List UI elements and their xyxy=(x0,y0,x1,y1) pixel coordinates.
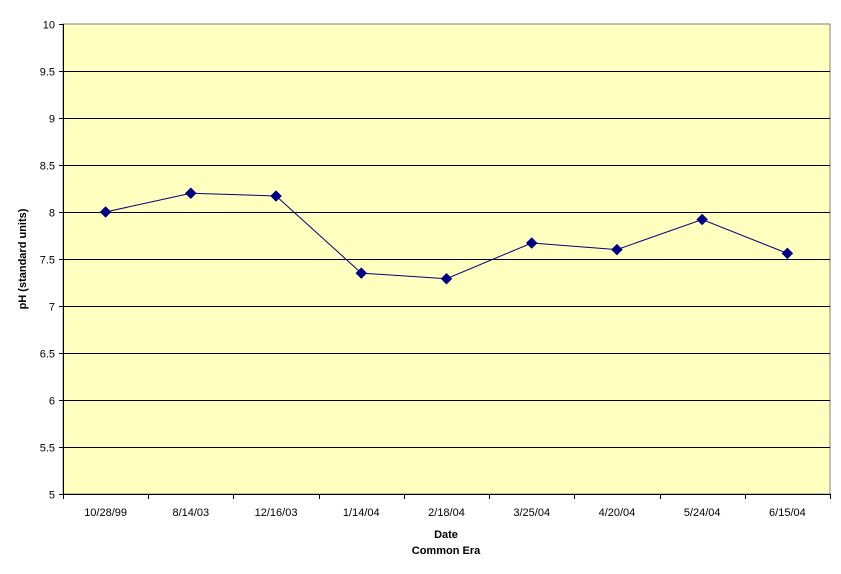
x-tick-label: 2/18/04 xyxy=(428,507,465,519)
x-tick-label: 8/14/03 xyxy=(172,507,209,519)
y-tick-label: 10 xyxy=(43,20,55,32)
y-axis-ticks: 5 5.5 6 6.5 7 7.5 8 8.5 9 9.5 10 xyxy=(40,20,63,502)
x-tick-label: 4/20/04 xyxy=(599,507,636,519)
y-tick-label: 7.5 xyxy=(40,255,55,267)
x-axis-title: Date xyxy=(434,529,458,541)
data-point-marker xyxy=(184,187,197,200)
x-tick-label: 6/15/04 xyxy=(769,507,806,519)
y-tick-label: 9.5 xyxy=(40,67,55,79)
x-axis-subtitle: Common Era xyxy=(412,545,481,557)
y-axis-title: pH (standard units) xyxy=(17,208,29,309)
y-tick-label: 5 xyxy=(49,490,55,502)
x-tick-label: 3/25/04 xyxy=(513,507,550,519)
y-tick-label: 7 xyxy=(49,302,55,314)
data-point-marker xyxy=(440,272,453,285)
data-point-marker xyxy=(270,190,282,202)
x-tick-label: 1/14/04 xyxy=(343,507,380,519)
data-point-marker xyxy=(525,237,538,249)
data-point-marker xyxy=(696,213,709,226)
y-tick-label: 5.5 xyxy=(40,443,55,455)
y-tick-label: 6 xyxy=(49,396,55,408)
series-ph xyxy=(99,187,794,285)
gridlines xyxy=(63,24,830,495)
y-tick-label: 6.5 xyxy=(40,349,55,361)
data-point-marker xyxy=(781,247,794,260)
data-point-marker xyxy=(355,267,368,279)
y-tick-label: 8 xyxy=(49,208,55,220)
y-tick-label: 9 xyxy=(49,114,55,126)
data-point-marker xyxy=(611,243,623,256)
x-axis-ticks: 10/28/99 8/14/03 12/16/03 1/14/04 2/18/04 3/2… xyxy=(63,494,831,519)
y-tick-label: 8.5 xyxy=(40,161,55,173)
data-point-marker xyxy=(99,206,112,218)
x-tick-label: 5/24/04 xyxy=(684,507,721,519)
x-tick-label: 12/16/03 xyxy=(255,507,298,519)
x-tick-label: 10/28/99 xyxy=(84,507,127,519)
